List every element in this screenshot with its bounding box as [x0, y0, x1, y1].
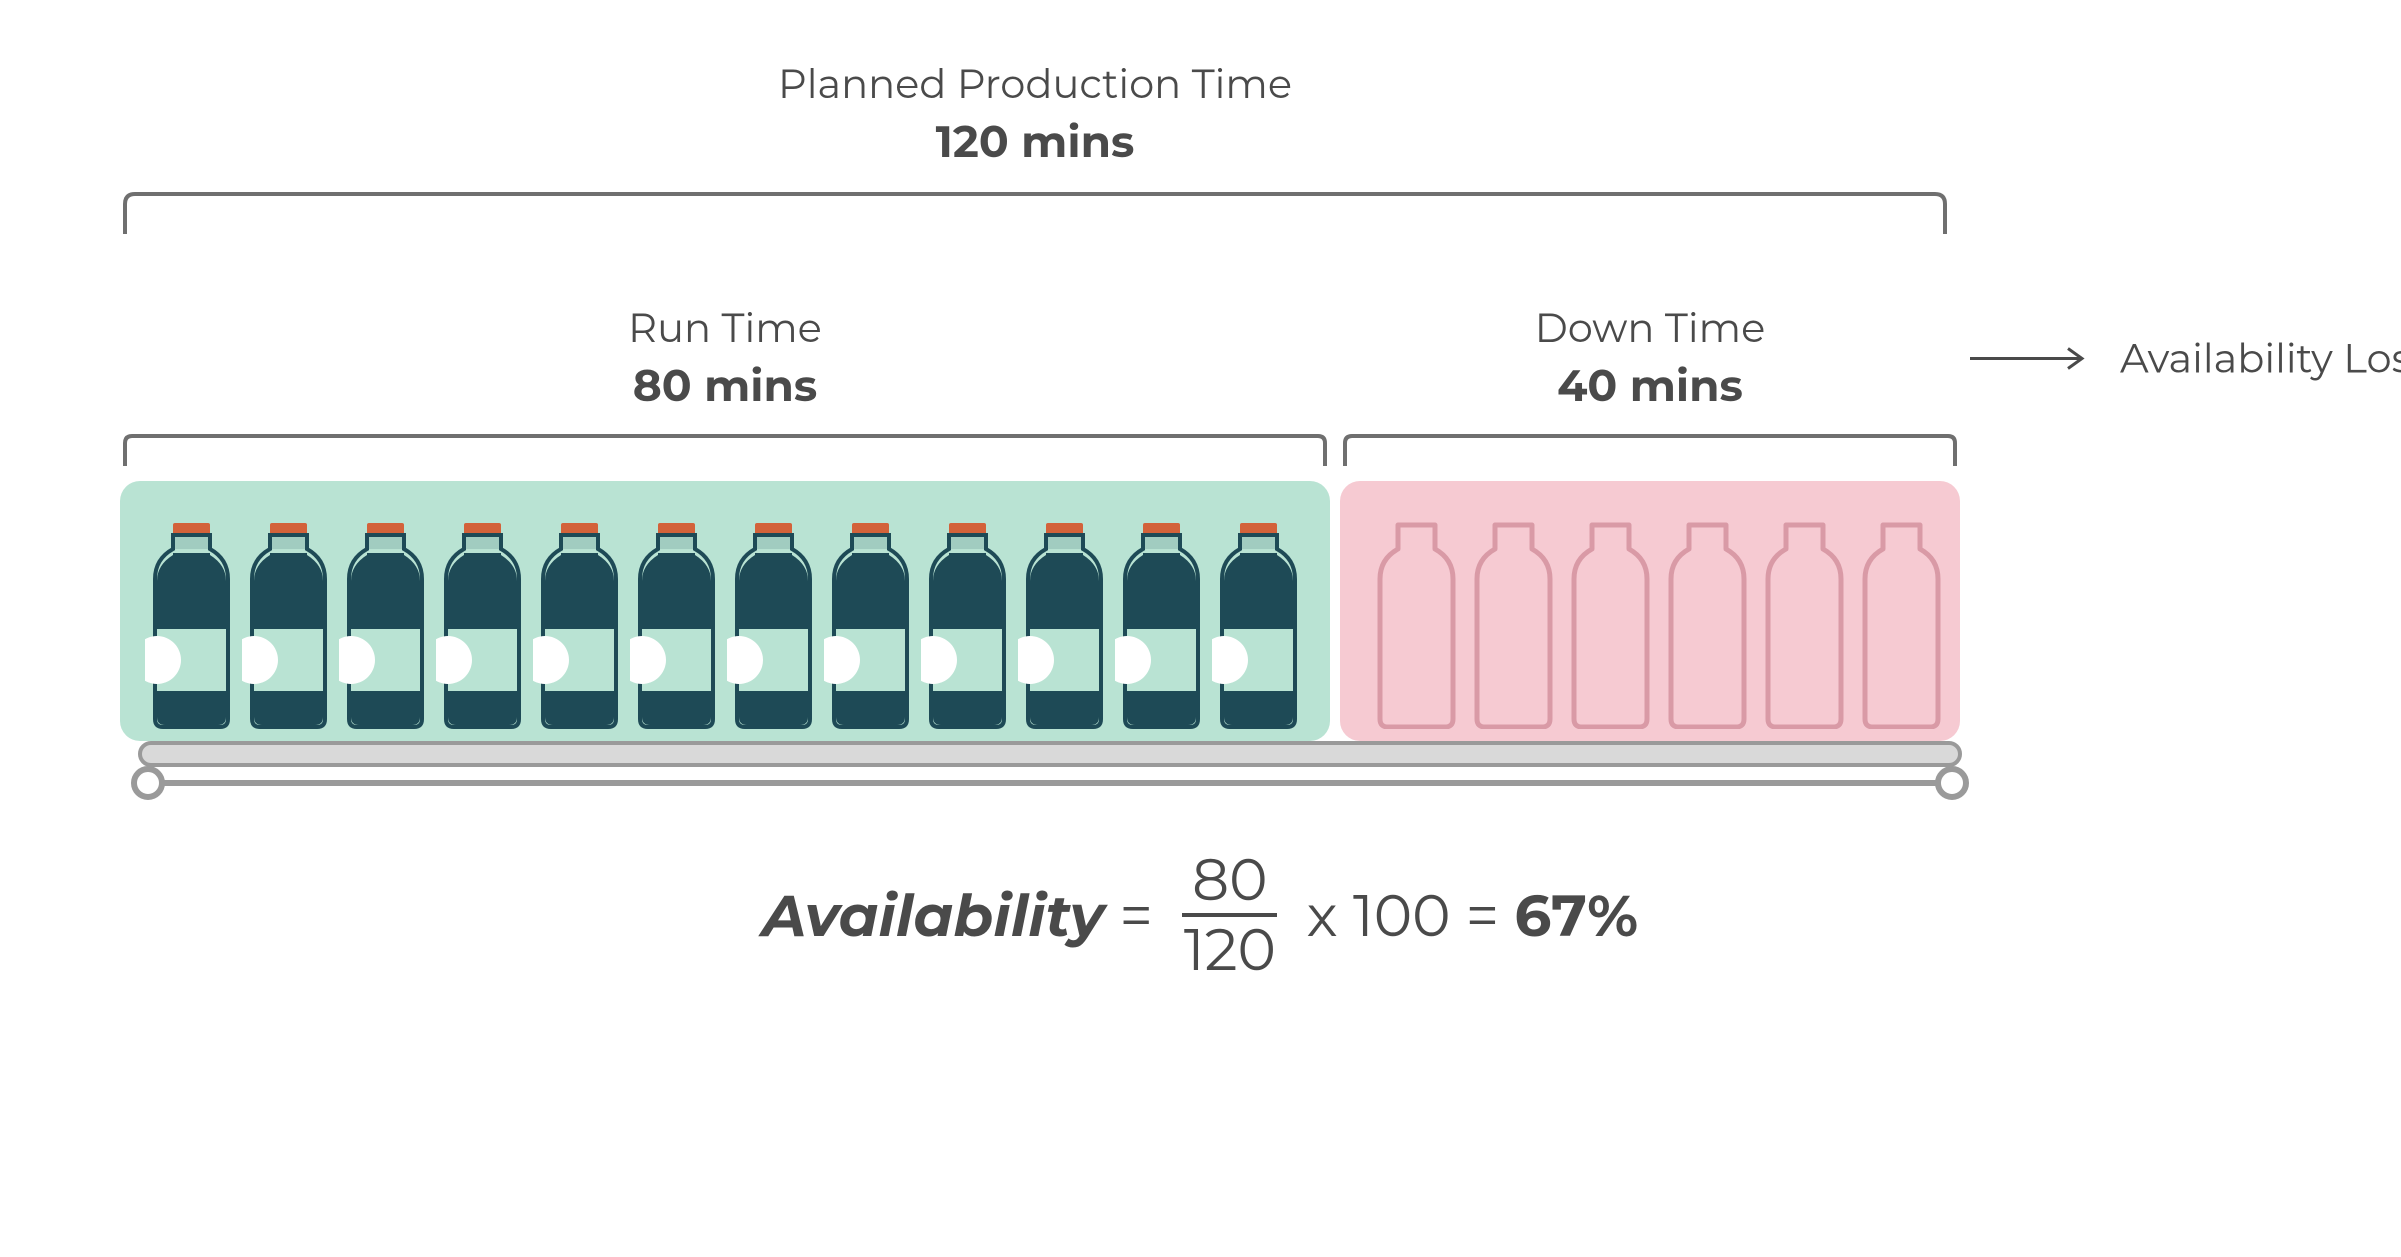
bottle-full-icon [533, 519, 626, 729]
conveyor-belt-icon [110, 741, 1990, 801]
bottle-full-icon [1018, 519, 1111, 729]
bottle-full-icon [242, 519, 335, 729]
bottle-empty-icon [1855, 519, 1948, 729]
bottle-full-icon [630, 519, 723, 729]
bottle-full-icon [145, 519, 238, 729]
bottle-empty-icon [1758, 519, 1851, 729]
bottle-empty-icon [1370, 519, 1463, 729]
formula-fraction: 80 120 [1182, 851, 1277, 979]
bottle-full-icon [339, 519, 432, 729]
bottle-full-icon [727, 519, 820, 729]
bottle-full-icon [921, 519, 1014, 729]
bottle-full-icon [1115, 519, 1208, 729]
formula-times: x 100 = [1291, 880, 1514, 951]
bottle-full-icon [1212, 519, 1305, 729]
bottle-empty-icon [1661, 519, 1754, 729]
bottle-empty-icon [1467, 519, 1560, 729]
bracket-run-icon [120, 431, 1330, 471]
run-label-text: Run Time [120, 304, 1330, 353]
availability-loss-label: Availability Loss [2120, 334, 2401, 383]
down-label-value: 40 mins [1340, 359, 1960, 413]
bottle-empty-icon [1564, 519, 1657, 729]
bracket-top-icon [120, 189, 1950, 239]
formula-numerator: 80 [1182, 851, 1277, 917]
planned-production-label: Planned Production Time 120 mins [120, 60, 1950, 169]
formula-result: 67% [1514, 880, 1638, 951]
bottle-full-icon [436, 519, 529, 729]
arrow-icon [1960, 344, 2100, 374]
formula-lhs: Availability [762, 880, 1104, 951]
planned-label-value: 120 mins [120, 115, 1950, 169]
run-time-label: Run Time 80 mins [120, 304, 1330, 413]
formula-denominator: 120 [1184, 917, 1276, 979]
bracket-down-icon [1340, 431, 1960, 471]
run-label-value: 80 mins [120, 359, 1330, 413]
availability-formula: Availability = 80 120 x 100 = 67% [120, 851, 2280, 979]
formula-eq: = [1104, 880, 1168, 951]
down-time-label: Down Time 40 mins Availability Loss [1340, 304, 1960, 413]
down-label-text: Down Time [1340, 304, 1960, 353]
conveyor-diagram [120, 481, 1980, 791]
bottle-full-icon [824, 519, 917, 729]
planned-label-text: Planned Production Time [120, 60, 1950, 109]
